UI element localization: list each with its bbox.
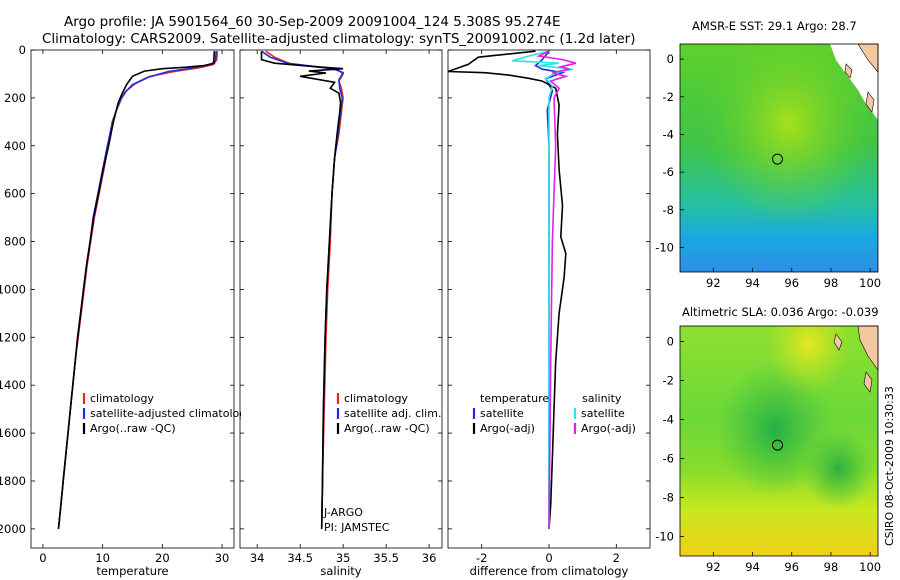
map-y-tick-label: -10 — [655, 530, 674, 544]
y-tick-label: 1600 — [0, 426, 26, 440]
temperature-profile-xlabel: temperature — [96, 564, 168, 578]
diff-legend-sal-satellite-label: satellite — [581, 407, 625, 420]
map-y-tick-label: -10 — [655, 241, 674, 255]
diff-legend-temp-satellite-label: satellite — [480, 407, 524, 420]
difference-profile-series-temperature-argo-adj- — [447, 50, 567, 529]
sla-map-panel: Altimetric SLA: 0.036 Argo: -0.039 — [679, 305, 879, 557]
map-x-tick-label: 100 — [859, 560, 881, 574]
timestamp-stamp: CSIRO 08-Oct-2009 10:30:33 — [883, 386, 896, 546]
salinity-legend-item-label: Argo(..raw -QC) — [344, 422, 430, 435]
y-tick-label: 800 — [4, 235, 26, 249]
figure-title-line2: Climatology: CARS2009. Satellite-adjuste… — [42, 31, 635, 47]
salinity-profile-xlabel: salinity — [320, 564, 361, 578]
temperature-profile-panel: 0 10 20 30 0 200 400 600 800 1000 1200 1400 1600 1800… — [0, 43, 235, 578]
figure-title-line1: Argo profile: JA 5901564_60 30-Sep-2009 … — [64, 14, 561, 30]
x-tick-label: 30 — [215, 551, 230, 565]
x-tick-label: 35.5 — [373, 551, 399, 565]
temperature-legend-item-label: climatology — [90, 392, 154, 405]
y-tick-label: 1800 — [0, 474, 26, 488]
x-tick-label: 36 — [422, 551, 437, 565]
salinity-profile-frame — [239, 49, 443, 549]
map-x-tick-label: 100 — [859, 276, 881, 290]
y-tick-label: 200 — [4, 91, 26, 105]
map-x-tick-label: 98 — [824, 276, 839, 290]
salinity-legend-item-label: satellite adj. clim. — [344, 407, 441, 420]
x-tick-label: 0 — [39, 551, 46, 565]
sst-land-mask — [830, 44, 878, 120]
x-tick-label: 35 — [336, 551, 351, 565]
y-tick-label: 600 — [4, 187, 26, 201]
map-y-tick-label: -2 — [663, 90, 674, 104]
temperature-legend-item-label: satellite-adjusted climatology — [90, 407, 253, 420]
sla-island — [833, 333, 843, 351]
salinity-profile-panel: 34 34.5 35 35.5 36 salinity — [239, 49, 443, 578]
diff-legend-sal-argo-label: Argo(-adj) — [581, 422, 636, 435]
map-x-tick-label: 92 — [706, 276, 721, 290]
sst-argo-position-marker — [772, 153, 783, 165]
sst-island — [844, 63, 853, 79]
difference-profile-xlabel: difference from climatology — [470, 564, 629, 578]
sla-argo-position-marker — [772, 439, 783, 451]
map-x-tick-label: 96 — [784, 560, 799, 574]
map-y-tick-label: -8 — [663, 203, 674, 217]
diff-legend-temp-argo-label: Argo(-adj) — [480, 422, 535, 435]
pi-annotation: PI: JAMSTEC — [324, 521, 390, 534]
sla-island-2 — [863, 371, 873, 393]
difference-profile-series-salinity-argo-adj- — [536, 50, 577, 529]
map-x-tick-label: 94 — [745, 560, 760, 574]
amsre-sst-map-axes: 92 94 96 98 100 0 -2 -4 -6 -8 -10 — [655, 52, 881, 290]
y-tick-label: 2000 — [0, 522, 26, 536]
temperature-profile-series-argo-raw-qc- — [57, 51, 216, 529]
sla-high-patch — [680, 326, 878, 556]
x-tick-label: -2 — [476, 551, 487, 565]
x-tick-label: 20 — [155, 551, 170, 565]
sla-map-title: Altimetric SLA: 0.036 Argo: -0.039 — [682, 305, 879, 319]
y-tick-label: 1000 — [0, 282, 26, 296]
temperature-legend-item-label: Argo(..raw -QC) — [90, 422, 176, 435]
profile-panels: 0 10 20 30020040060080010001200140016001800… — [0, 43, 651, 578]
sst-island-2 — [865, 91, 875, 113]
temperature-profile-frame — [30, 49, 235, 549]
x-tick-label: 0 — [545, 551, 552, 565]
map-x-tick-label: 96 — [784, 276, 799, 290]
temperature-legend: climatology satellite-adjusted climatolog… — [82, 392, 253, 435]
map-y-tick-label: 0 — [667, 52, 674, 66]
map-x-tick-label: 98 — [824, 560, 839, 574]
x-tick-label: 34 — [250, 551, 265, 565]
diff-legend-salinity-heading: salinity — [582, 392, 622, 405]
map-y-tick-label: -4 — [663, 127, 674, 141]
y-tick-label: 400 — [4, 139, 26, 153]
sla-map-frame — [679, 325, 879, 557]
sst-map-title: AMSR-E SST: 29.1 Argo: 28.7 — [692, 19, 857, 33]
map-y-tick-label: -4 — [663, 413, 674, 427]
legends: climatology satellite-adjusted climatolog… — [82, 392, 636, 534]
map-y-tick-label: -8 — [663, 491, 674, 505]
jargo-annotation: J-ARGO — [323, 506, 363, 519]
map-y-tick-label: -6 — [663, 452, 674, 466]
x-tick-label: 2 — [613, 551, 620, 565]
altimetric-sla-map-axes: 92 94 96 98 100 0 -2 -4 -6 -8 -10 — [655, 335, 881, 574]
map-y-tick-label: -2 — [663, 374, 674, 388]
diff-legend-temperature-heading: temperature — [480, 392, 549, 405]
map-y-tick-label: -6 — [663, 165, 674, 179]
y-tick-label: 1400 — [0, 378, 26, 392]
salinity-profile-series-argo-raw-qc- — [260, 51, 344, 529]
map-y-tick-label: 0 — [667, 335, 674, 349]
x-tick-label: 10 — [95, 551, 110, 565]
map-x-tick-label: 92 — [706, 560, 721, 574]
sst-warm-patch — [680, 44, 878, 272]
map-x-tick-label: 94 — [745, 276, 760, 290]
salinity-legend-item-label: climatology — [344, 392, 408, 405]
sst-map-panel: AMSR-E SST: 29.1 Argo: 28.7 — [679, 19, 879, 273]
y-tick-label: 0 — [19, 43, 26, 57]
sst-map-frame — [679, 43, 879, 273]
y-tick-label: 1200 — [0, 330, 26, 344]
x-tick-label: 34.5 — [287, 551, 313, 565]
